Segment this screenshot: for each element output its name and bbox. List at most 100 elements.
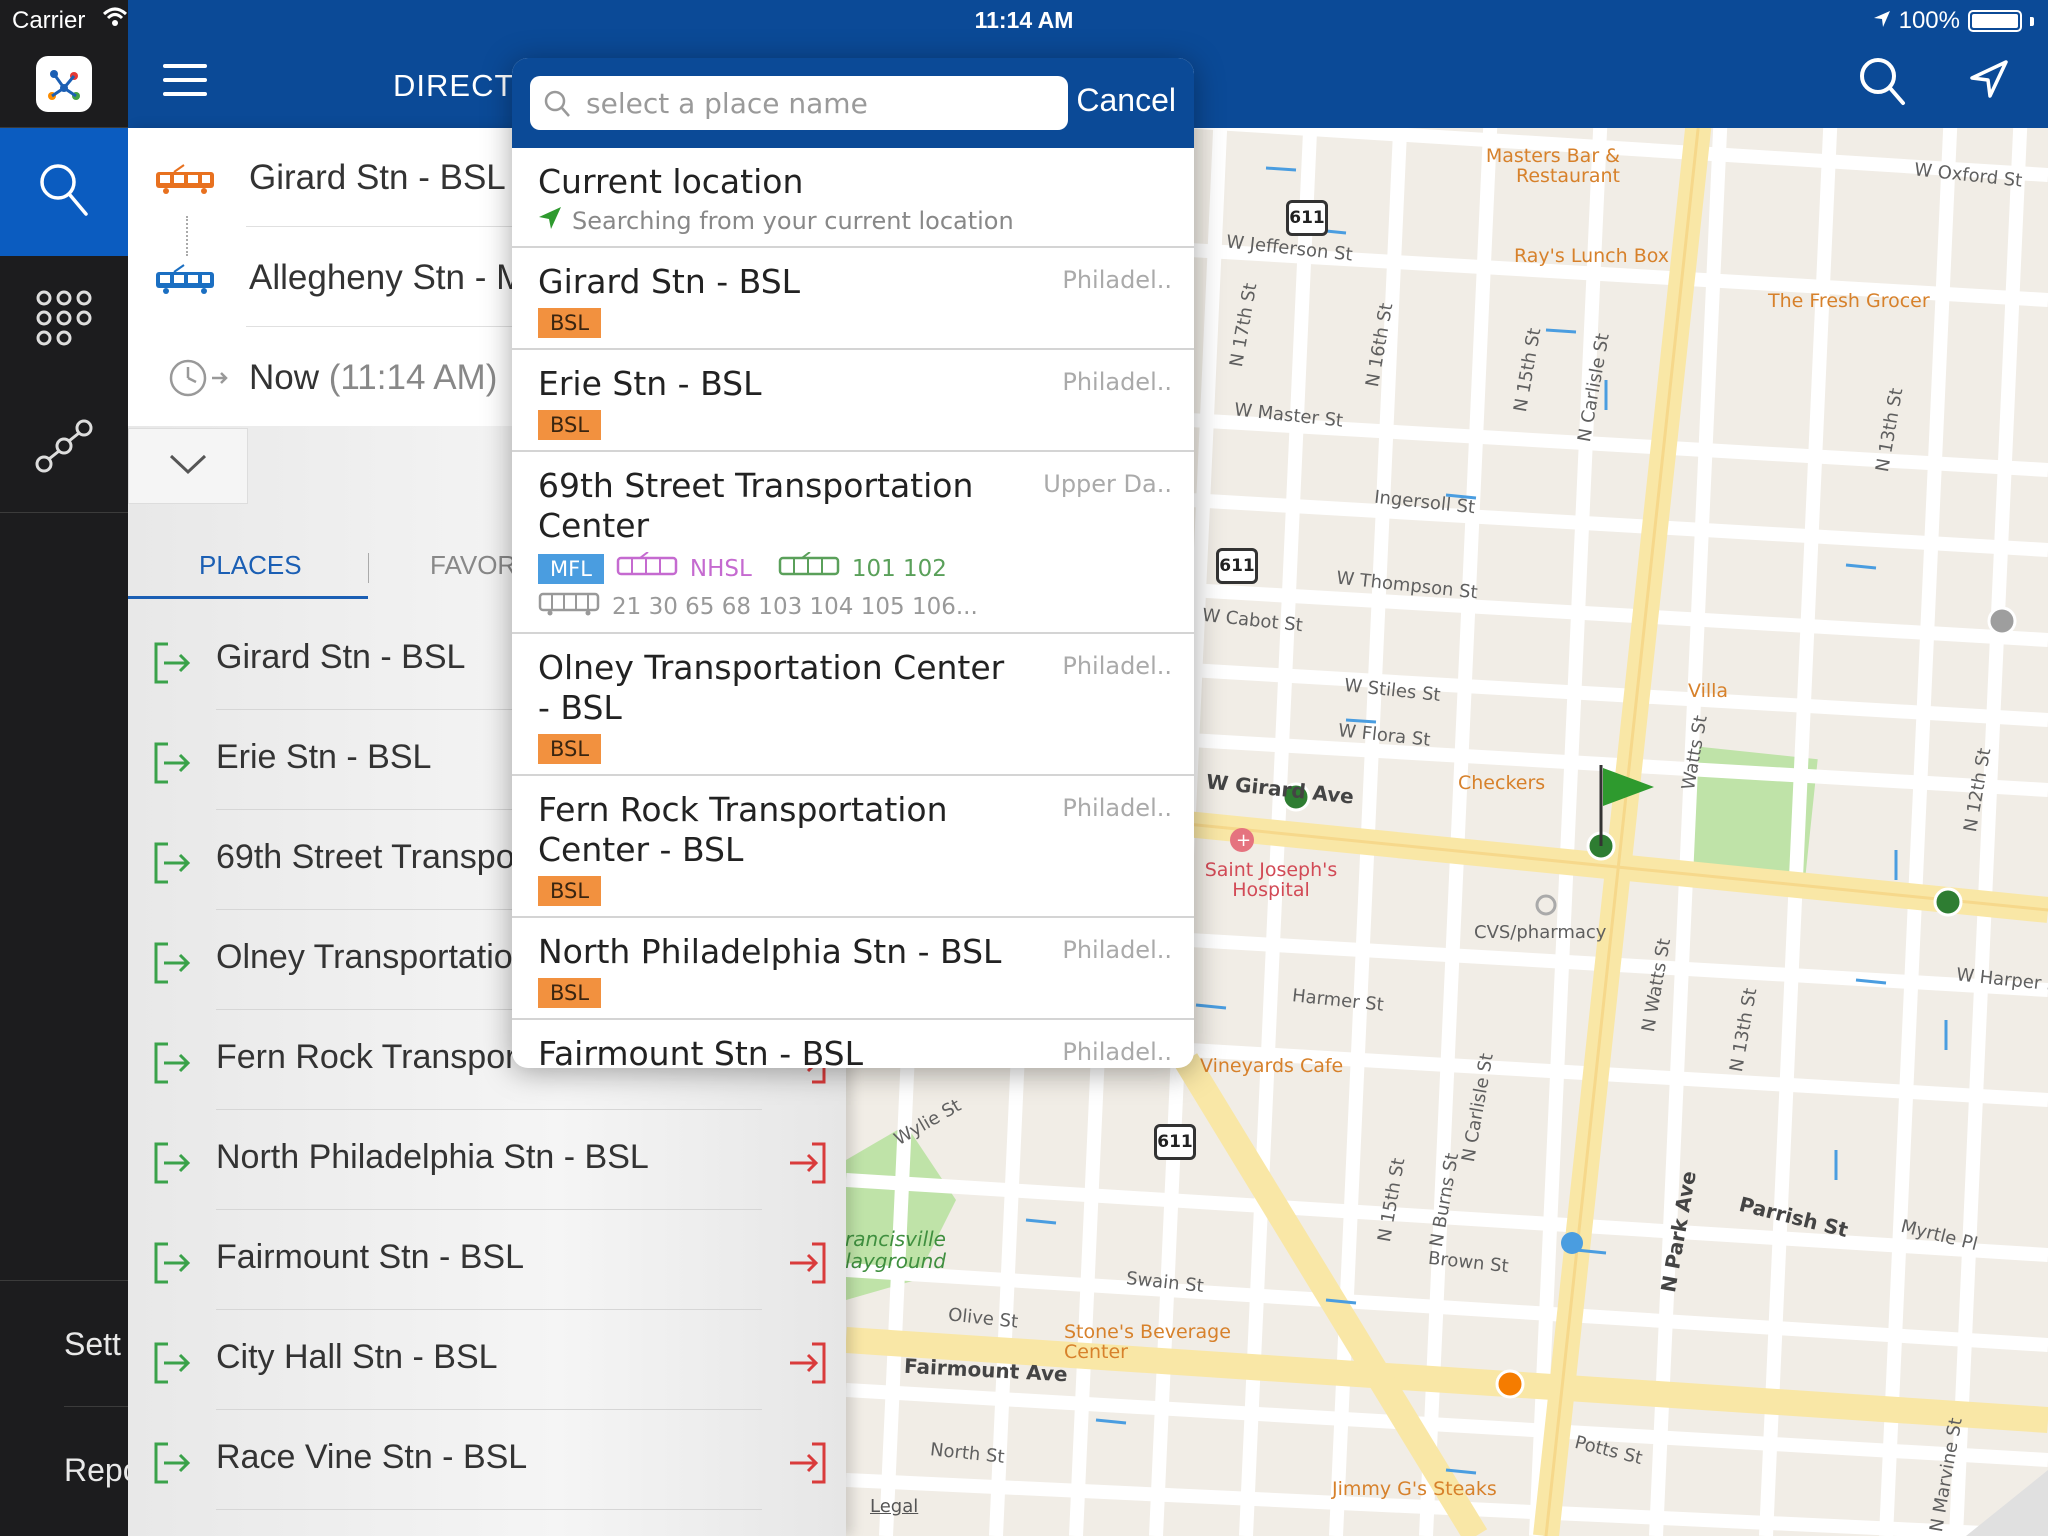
poi-label[interactable]: The Fresh Grocer bbox=[1768, 290, 1930, 312]
set-destination-icon[interactable] bbox=[788, 1242, 826, 1289]
clock-arrow-icon bbox=[168, 358, 232, 403]
set-origin-icon[interactable] bbox=[154, 942, 192, 989]
result-city: Philadel.. bbox=[1062, 266, 1172, 294]
set-destination-icon[interactable] bbox=[788, 1142, 826, 1189]
tab-places[interactable]: PLACES bbox=[199, 550, 302, 580]
poi-label[interactable]: Stone's Beverage Center bbox=[1064, 1321, 1231, 1363]
destination-field[interactable]: Allegheny Stn - M bbox=[128, 228, 846, 328]
set-origin-icon[interactable] bbox=[154, 1442, 192, 1489]
line-badge: BSL bbox=[538, 308, 602, 338]
poi-label[interactable]: Saint Joseph's Hospital bbox=[1204, 859, 1338, 901]
poi-label[interactable]: Jimmy G's Steaks bbox=[1332, 1478, 1497, 1500]
place-label: City Hall Stn - BSL bbox=[216, 1338, 498, 1376]
set-origin-icon[interactable] bbox=[154, 642, 192, 689]
search-icon[interactable] bbox=[1858, 56, 1906, 111]
cancel-button[interactable]: Cancel bbox=[1076, 82, 1176, 118]
line-badge: MFL bbox=[538, 554, 604, 584]
line-badge: BSL bbox=[538, 876, 602, 906]
result-city: Philadel.. bbox=[1062, 794, 1172, 822]
result-city: Philadel.. bbox=[1062, 368, 1172, 396]
place-label: Fairmount Stn - BSL bbox=[216, 1238, 525, 1276]
line-badge: BSL bbox=[538, 978, 602, 1008]
place-label: Erie Stn - BSL bbox=[216, 738, 432, 776]
set-origin-icon[interactable] bbox=[154, 1242, 192, 1289]
tab-favorites[interactable]: FAVORI bbox=[430, 550, 524, 580]
search-result[interactable]: Olney Transportation Center - BSL Philade… bbox=[512, 634, 1194, 776]
place-label: Race Vine Stn - BSL bbox=[216, 1438, 528, 1476]
set-destination-icon[interactable] bbox=[788, 1442, 826, 1489]
result-name: Fern Rock Transportation Center - BSL bbox=[538, 790, 948, 869]
time-field[interactable]: Now (11:14 AM) bbox=[128, 328, 846, 428]
poi-label[interactable]: Vineyards Cafe bbox=[1200, 1055, 1344, 1077]
result-name: Girard Stn - BSL bbox=[538, 262, 801, 301]
result-city: Philadel.. bbox=[1062, 1038, 1172, 1066]
poi-label[interactable]: Ray's Lunch Box bbox=[1514, 245, 1670, 267]
search-result[interactable]: 69th Street Transportation Center Upper D… bbox=[512, 452, 1194, 634]
set-origin-icon[interactable] bbox=[154, 742, 192, 789]
list-item[interactable]: Race Vine Stn - BSL bbox=[128, 1410, 846, 1510]
poi-label[interactable]: Villa bbox=[1688, 680, 1729, 702]
set-origin-icon[interactable] bbox=[154, 1342, 192, 1389]
poi-label[interactable]: Francisville Playground bbox=[846, 1227, 946, 1273]
search-icon bbox=[38, 162, 90, 223]
destination-text: Allegheny Stn - M bbox=[249, 258, 526, 297]
set-destination-icon[interactable] bbox=[788, 1342, 826, 1389]
route-shield: 611 bbox=[1216, 548, 1258, 584]
poi-label[interactable]: Masters Bar & Restaurant bbox=[1485, 145, 1620, 187]
list-item[interactable]: Fairmount Stn - BSL bbox=[128, 1210, 846, 1310]
expand-options-button[interactable] bbox=[128, 428, 248, 504]
grid-dots-icon bbox=[36, 290, 92, 351]
trolley-orange-icon bbox=[154, 164, 216, 199]
route-shield: 611 bbox=[1286, 200, 1328, 236]
app-logo-icon[interactable] bbox=[36, 56, 92, 112]
search-result[interactable]: Girard Stn - BSL Philadel.. BSL bbox=[512, 248, 1194, 350]
place-label: Fern Rock Transpor bbox=[216, 1038, 517, 1076]
current-location-row[interactable]: Current location Searching from your cur… bbox=[512, 148, 1194, 248]
left-rail: Sett Repo bbox=[0, 0, 141, 1536]
settings-link[interactable]: Sett bbox=[64, 1326, 121, 1362]
place-label: Girard Stn - BSL bbox=[216, 638, 466, 676]
line-badge: BSL bbox=[538, 410, 602, 440]
set-origin-icon[interactable] bbox=[154, 1042, 192, 1089]
search-result[interactable]: North Philadelphia Stn - BSL Philadel.. BS… bbox=[512, 918, 1194, 1020]
current-location-subtitle: Searching from your current location bbox=[572, 207, 1014, 235]
page-title: DIRECTI bbox=[393, 68, 524, 103]
clock: 11:14 AM bbox=[974, 7, 1074, 33]
carrier-label: Carrier bbox=[12, 7, 86, 34]
locate-arrow-icon[interactable] bbox=[1968, 60, 2008, 105]
set-origin-icon[interactable] bbox=[154, 842, 192, 889]
list-item[interactable]: Fern Rock Transpor bbox=[128, 1010, 846, 1110]
place-search-input[interactable] bbox=[586, 82, 1056, 124]
location-arrow-icon bbox=[538, 206, 562, 236]
set-origin-icon[interactable] bbox=[154, 1142, 192, 1189]
line-badge: BSL bbox=[538, 734, 602, 764]
poi-label[interactable]: CVS/pharmacy bbox=[1474, 922, 1607, 943]
legal-link[interactable]: Legal bbox=[870, 1496, 919, 1517]
line-label: 101 102 bbox=[851, 556, 947, 582]
place-label: 69th Street Transpo bbox=[216, 838, 515, 876]
list-item[interactable]: Olney Transportatio bbox=[128, 910, 846, 1010]
chevron-down-icon bbox=[168, 452, 208, 481]
list-item[interactable]: 69th Street Transpo bbox=[128, 810, 846, 910]
poi-label[interactable]: Checkers bbox=[1458, 772, 1546, 794]
list-item[interactable]: City Hall Stn - BSL bbox=[128, 1310, 846, 1410]
search-result[interactable]: Erie Stn - BSL Philadel.. BSL bbox=[512, 350, 1194, 452]
battery-icon bbox=[1968, 10, 2022, 32]
streetcar-icon bbox=[778, 551, 840, 586]
place-label: Olney Transportatio bbox=[216, 938, 513, 976]
list-item[interactable]: North Philadelphia Stn - BSL bbox=[128, 1110, 846, 1210]
bus-icon bbox=[538, 592, 600, 622]
report-link[interactable]: Repo bbox=[64, 1452, 141, 1488]
rail-trip-button[interactable] bbox=[0, 384, 128, 512]
result-city: Philadel.. bbox=[1062, 936, 1172, 964]
search-results: Current location Searching from your cur… bbox=[512, 148, 1194, 1068]
rail-routes-button[interactable] bbox=[0, 256, 128, 384]
search-result[interactable]: Fern Rock Transportation Center - BSL Phi… bbox=[512, 776, 1194, 918]
status-bar: Carrier 11:14 AM 100% bbox=[0, 0, 2048, 40]
origin-field[interactable]: Girard Stn - BSL bbox=[128, 128, 846, 228]
menu-icon[interactable] bbox=[163, 64, 207, 96]
battery-percent: 100% bbox=[1898, 7, 1960, 34]
result-name: Olney Transportation Center - BSL bbox=[538, 648, 1005, 727]
rail-search-button[interactable] bbox=[0, 128, 128, 256]
search-result[interactable]: Fairmount Stn - BSL Philadel.. bbox=[512, 1020, 1194, 1068]
